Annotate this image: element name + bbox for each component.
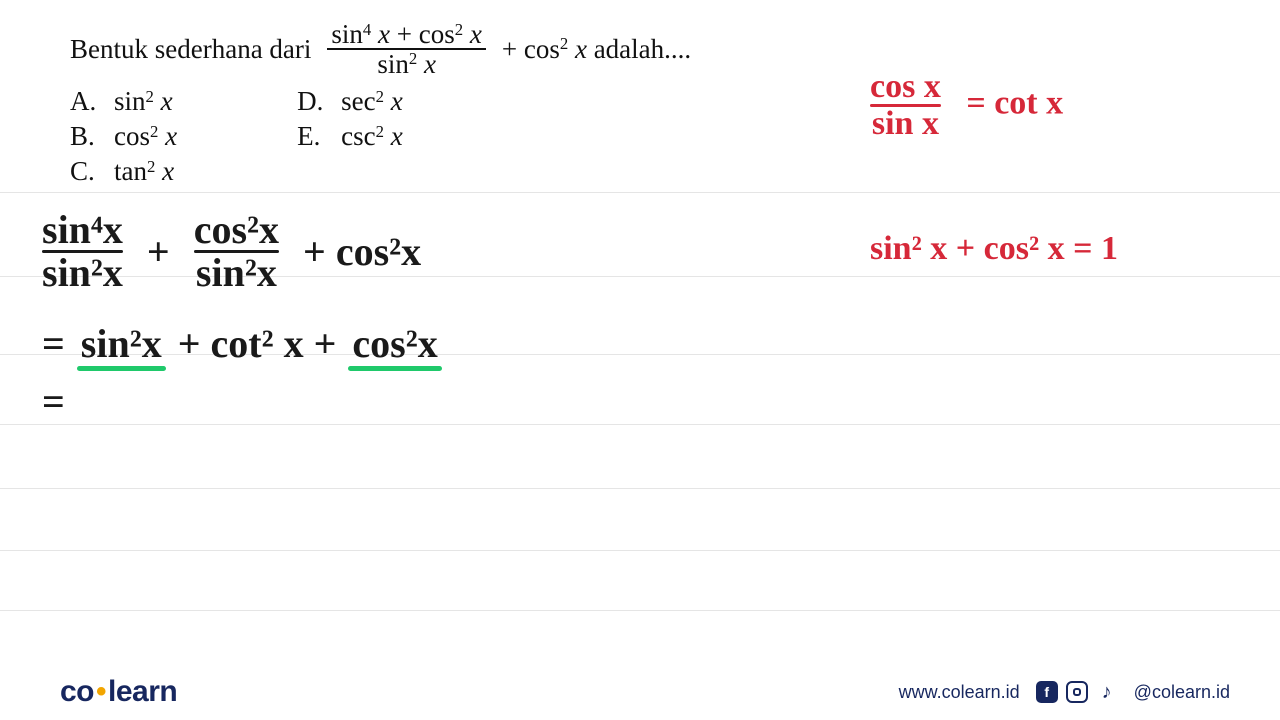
question-line: Bentuk sederhana dari sin4 x + cos2 x si… — [70, 20, 691, 78]
colearn-logo: co•learn — [60, 675, 177, 709]
red-note-cotangent: cos x sin x = cot x — [870, 70, 1063, 141]
option-b: B.cos2 x — [70, 121, 177, 152]
option-a: A.sin2 x — [70, 86, 177, 117]
social-icons: f ♪ — [1036, 681, 1118, 703]
footer-url: www.colearn.id — [899, 682, 1020, 703]
options: A.sin2 x B.cos2 x C.tan2 x D.sec2 x E.cs… — [70, 86, 691, 187]
question-fraction: sin4 x + cos2 x sin2 x — [327, 20, 485, 78]
question-prefix: Bentuk sederhana dari — [70, 34, 311, 65]
underlined-cos2x: cos²x — [352, 320, 437, 367]
facebook-icon: f — [1036, 681, 1058, 703]
work-line-1: sin⁴x sin²x + cos²x sin²x + cos²x — [42, 210, 421, 293]
option-e: E.csc2 x — [297, 121, 403, 152]
question-tail: + cos2 x adalah.... — [502, 34, 691, 65]
question-block: Bentuk sederhana dari sin4 x + cos2 x si… — [70, 20, 691, 187]
work-line-2: = sin²x + cot² x + cos²x — [42, 320, 438, 367]
red-note-pythagorean: sin² x + cos² x = 1 — [870, 230, 1118, 268]
instagram-icon — [1066, 681, 1088, 703]
option-d: D.sec2 x — [297, 86, 403, 117]
work-line-3: = — [42, 378, 65, 425]
underlined-sin2x: sin²x — [81, 320, 162, 367]
option-c: C.tan2 x — [70, 156, 177, 187]
footer-handle: @colearn.id — [1134, 682, 1230, 703]
tiktok-icon: ♪ — [1096, 681, 1118, 703]
footer: co•learn www.colearn.id f ♪ @colearn.id — [0, 664, 1280, 720]
